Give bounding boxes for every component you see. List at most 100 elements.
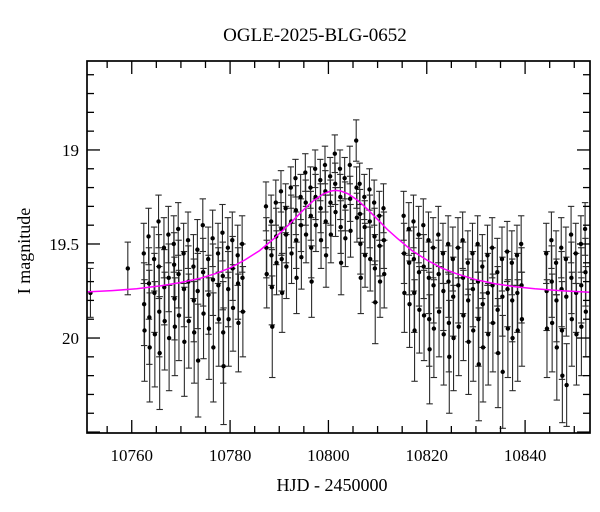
data-point [372, 234, 377, 239]
data-point [172, 324, 178, 329]
data-point [308, 185, 313, 190]
data-point [441, 288, 446, 294]
data-point [470, 286, 476, 292]
data-point [460, 238, 465, 243]
data-point [332, 151, 338, 156]
data-point [549, 279, 554, 284]
data-point [569, 275, 574, 281]
data-point [206, 292, 211, 297]
data-point [206, 326, 212, 331]
y-tick-label: 19.5 [49, 235, 79, 254]
data-point [563, 256, 569, 262]
data-point [440, 251, 446, 256]
data-point [417, 307, 422, 313]
data-point [421, 222, 426, 228]
data-point [504, 249, 510, 254]
data-point [348, 228, 353, 234]
data-point [354, 138, 359, 143]
data-point [564, 382, 569, 388]
data-point [230, 238, 235, 243]
data-point [299, 254, 304, 260]
data-point [486, 332, 491, 337]
data-point [166, 335, 172, 341]
data-point [490, 320, 496, 326]
data-point [367, 219, 373, 224]
data-point [293, 175, 298, 181]
data-point [318, 206, 323, 211]
data-point [466, 339, 471, 344]
data-point [220, 330, 226, 335]
data-point [220, 230, 225, 235]
data-point [427, 317, 432, 322]
data-point [441, 332, 446, 337]
data-point [176, 271, 181, 277]
data-point [146, 234, 151, 239]
data-point [411, 256, 417, 262]
data-point [210, 277, 216, 282]
data-point [264, 271, 269, 277]
data-point [269, 285, 275, 290]
data-point [456, 283, 461, 288]
data-point [157, 309, 162, 314]
data-point [303, 170, 308, 175]
data-point [505, 326, 511, 331]
model-curve [86, 189, 591, 294]
data-point [211, 345, 216, 350]
data-point [152, 290, 157, 296]
data-point [583, 309, 589, 314]
data-point [313, 222, 319, 228]
data-point [278, 189, 284, 194]
data-point [495, 350, 501, 356]
data-point [518, 241, 524, 247]
x-axis-label: HJD - 2450000 [277, 475, 388, 495]
data-point [377, 243, 382, 249]
data-point [240, 275, 245, 281]
data-point [186, 318, 191, 324]
data-point [161, 245, 167, 250]
data-point [293, 207, 299, 213]
data-point [181, 251, 186, 256]
data-point [436, 232, 441, 237]
data-point [568, 232, 574, 237]
data-point [436, 271, 441, 277]
data-point [221, 364, 226, 369]
data-point [230, 305, 236, 311]
data-point [377, 213, 382, 218]
data-point [411, 219, 416, 224]
data-point [377, 279, 383, 284]
data-point [495, 307, 500, 313]
data-point [426, 238, 431, 243]
data-point [338, 224, 343, 230]
data-point [240, 309, 246, 314]
data-point [476, 362, 481, 367]
data-point [226, 286, 231, 292]
data-point [142, 328, 147, 333]
data-point [475, 241, 480, 247]
data-point [544, 326, 550, 331]
data-point [436, 309, 442, 314]
data-point [191, 330, 197, 335]
error-bars [87, 119, 590, 429]
data-point [146, 281, 152, 286]
data-point [499, 256, 505, 262]
data-point [554, 345, 560, 350]
data-point [480, 345, 486, 350]
data-point [308, 213, 314, 218]
data-point [289, 251, 294, 256]
data-point [451, 294, 456, 299]
data-point [406, 260, 412, 265]
data-point [216, 317, 221, 322]
data-point [303, 200, 308, 205]
data-point [270, 324, 275, 329]
data-point [430, 245, 436, 250]
data-point [583, 270, 588, 275]
data-point [294, 275, 299, 281]
data-point [333, 209, 338, 215]
data-point [263, 204, 269, 209]
data-point [215, 251, 221, 256]
data-point [328, 200, 333, 205]
data-point [298, 222, 304, 228]
data-point [343, 236, 348, 241]
data-point [201, 311, 206, 316]
data-point [368, 256, 373, 262]
